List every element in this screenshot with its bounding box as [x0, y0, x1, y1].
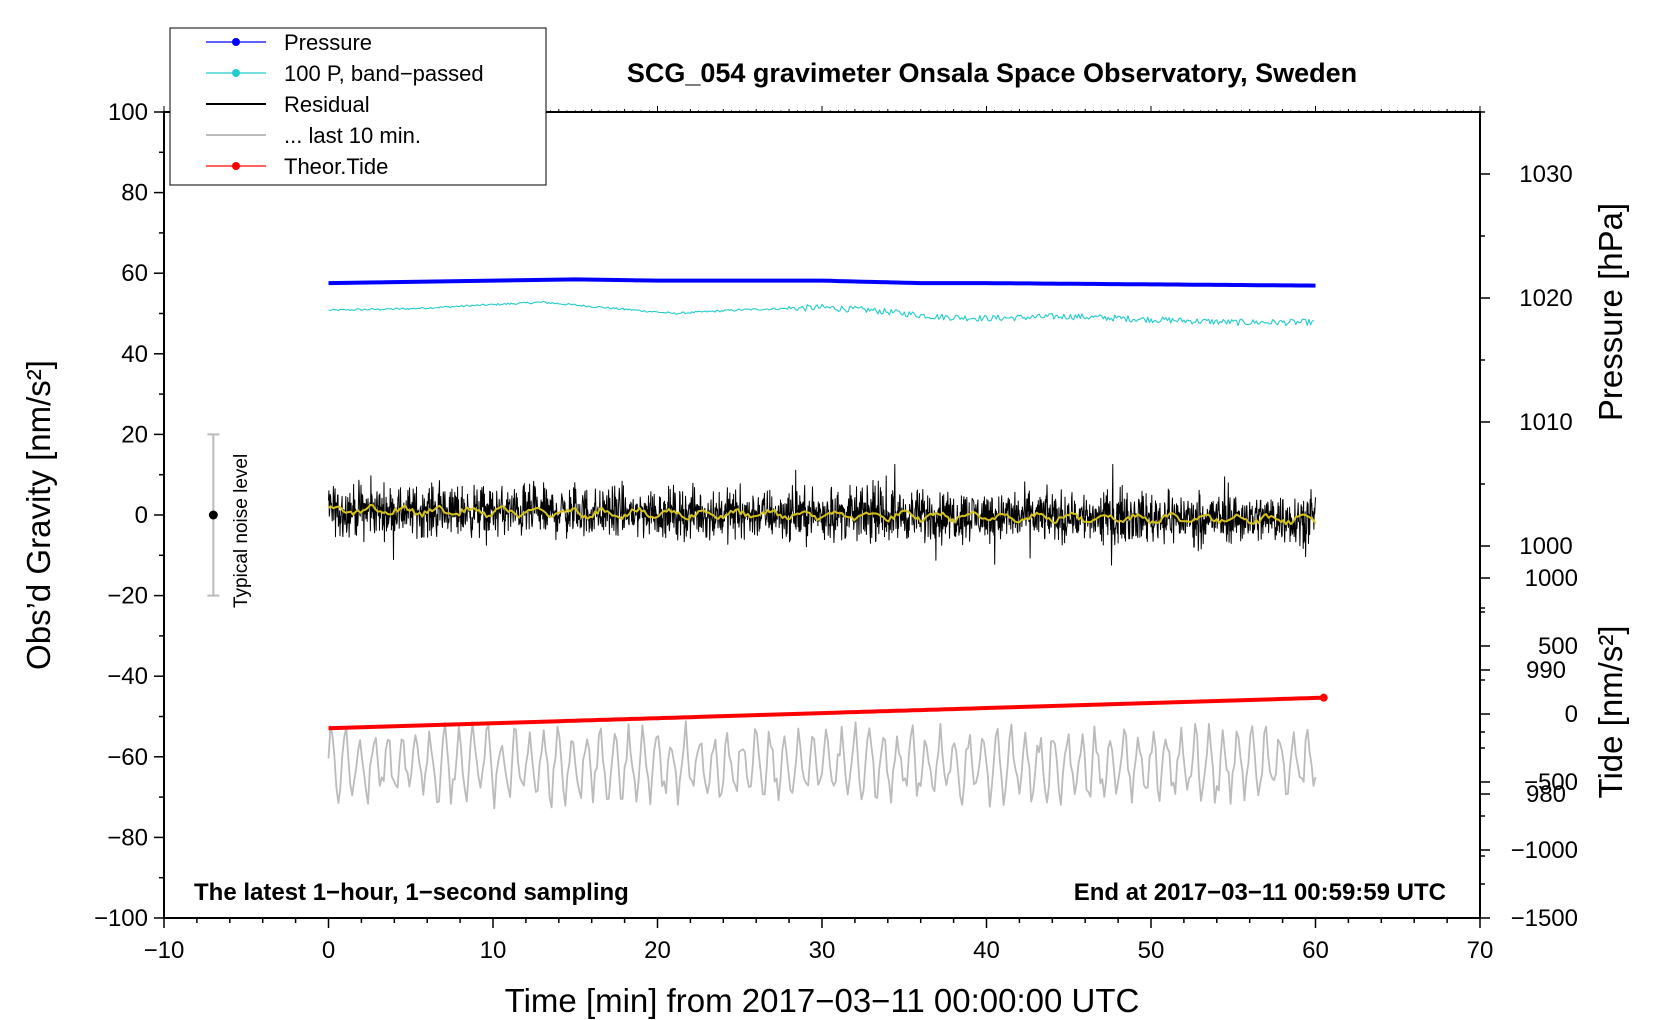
legend-swatch-marker [232, 162, 240, 170]
residual-series-line [328, 463, 1316, 566]
x-tick-label: 50 [1138, 937, 1165, 964]
x-tick-label: 40 [973, 937, 1000, 964]
y-left-tick-label: 0 [135, 502, 148, 529]
legend-entry-label: Theor.Tide [284, 154, 388, 179]
x-tick-label: 60 [1302, 937, 1329, 964]
y-left-tick-label: −60 [107, 744, 148, 771]
y-left-tick-label: 20 [121, 421, 148, 448]
x-tick-label: 20 [644, 937, 671, 964]
x-tick-label: −10 [144, 937, 185, 964]
y-left-axis-title: Obs’d Gravity [nm/s²] [20, 360, 57, 670]
x-axis-title: Time [min] from 2017−03−11 00:00:00 UTC [505, 982, 1140, 1019]
y-left-tick-label: −80 [107, 824, 148, 851]
pressure-axis-title: Pressure [hPa] [1592, 203, 1629, 421]
residual-smoothed-series-line [327, 503, 1317, 526]
series-layer [327, 277, 1328, 810]
x-tick-label: 30 [809, 937, 836, 964]
y-left-tick-label: 80 [121, 180, 148, 207]
left-note: The latest 1−hour, 1−second sampling [194, 879, 629, 906]
tide-tick-label: 0 [1565, 701, 1578, 728]
y-left-tick-label: −100 [94, 905, 148, 932]
legend: Pressure 100 P, band−passed Residual ... la… [169, 27, 547, 186]
legend-entry-label: Pressure [284, 30, 372, 55]
pressure-tick-label: 1000 [1519, 533, 1572, 560]
y-left-tick-label: 60 [121, 260, 148, 287]
tide-tick-label: −1500 [1511, 905, 1578, 932]
tide-axis-ticks: 1000 500 0 −500 −1000 −1500 [1480, 565, 1578, 932]
y-left-axis-ticks: 100 80 60 40 20 0 −20 −40 −60 −80 −100 [94, 99, 164, 932]
tide-tick-label: 500 [1538, 633, 1578, 660]
tide-end-marker [1319, 693, 1328, 702]
legend-swatch-marker [232, 38, 240, 46]
pressure-tick-label: 990 [1526, 657, 1566, 684]
chart-title: SCG_054 gravimeter Onsala Space Observat… [627, 58, 1357, 88]
y-left-tick-label: 40 [121, 341, 148, 368]
legend-box [169, 27, 547, 186]
x-tick-label: 0 [322, 937, 335, 964]
pressure-tick-label: 1010 [1519, 409, 1572, 436]
y-left-tick-label: −40 [107, 663, 148, 690]
legend-swatch-marker [232, 69, 240, 77]
typical-noise-bar [207, 433, 220, 597]
y-left-tick-label: −20 [107, 583, 148, 610]
pressure-tick-label: 980 [1526, 781, 1566, 808]
pressure-series-line [328, 277, 1316, 288]
x-tick-label: 70 [1467, 937, 1494, 964]
pressure-axis-ticks: 1030 1020 1010 1000 990 980 [1480, 111, 1573, 857]
tide-tick-label: −1000 [1511, 837, 1578, 864]
pressure-tick-label: 1020 [1519, 285, 1572, 312]
legend-entry-label: ... last 10 min. [284, 123, 421, 148]
x-tick-label: 10 [480, 937, 507, 964]
right-note: End at 2017−03−11 00:59:59 UTC [1074, 879, 1446, 906]
tide-tick-label: −500 [1524, 769, 1578, 796]
tide-axis-title: Tide [nm/s²] [1592, 626, 1629, 799]
legend-entry-label: 100 P, band−passed [284, 61, 484, 86]
theoretical-tide-series-line [328, 695, 1324, 731]
legend-entry-label: Residual [284, 92, 370, 117]
pressure-tick-label: 1030 [1519, 161, 1572, 188]
bandpassed-pressure-series-line [328, 300, 1315, 327]
y-left-tick-label: 100 [108, 99, 148, 126]
last-10-min-series-line [327, 720, 1317, 810]
noise-bar-center-dot [208, 510, 218, 520]
noise-label: Typical noise level [231, 454, 252, 608]
tide-tick-label: 1000 [1525, 565, 1578, 592]
